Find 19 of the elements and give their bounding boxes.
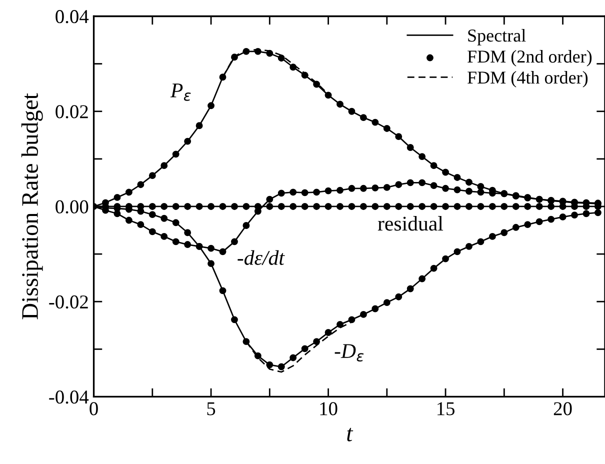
y-tick-label: 0.04 <box>56 10 89 24</box>
y-tick-label: -0.04 <box>49 390 89 404</box>
y-tick-label: 0.02 <box>56 105 88 118</box>
annotation: -dε/dt <box>238 250 285 265</box>
x-tick-label: 0 <box>90 402 98 416</box>
legend-label: Spectral <box>468 28 526 46</box>
x-tick-label: 15 <box>438 402 454 416</box>
y-tick-label: -0.02 <box>49 295 88 309</box>
annotation: -D$_{ε}$ <box>334 344 364 362</box>
legend-label: FDM (4th order) <box>468 70 588 88</box>
x-tick-label: 10 <box>320 402 338 416</box>
x-tick-label: 20 <box>554 402 572 416</box>
x-axis-title: t <box>347 428 354 442</box>
annotation: residual <box>378 216 444 231</box>
y-axis-title: Dissipation Rate budget <box>21 93 43 320</box>
y-tick-label: 0.00 <box>56 200 88 214</box>
legend-label: FDM (2nd order) <box>468 50 592 66</box>
annotation: P$_{ε}$ <box>170 84 191 101</box>
x-tick-label: 5 <box>207 402 216 416</box>
